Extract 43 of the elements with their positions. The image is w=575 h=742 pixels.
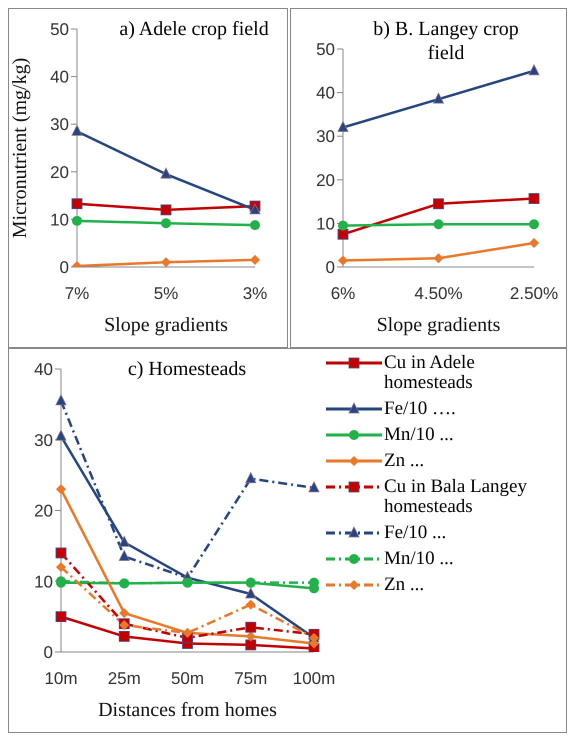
chart-title: b) B. Langey crop field — [372, 17, 520, 65]
x-tick-label: 3% — [242, 284, 268, 304]
legend-label: Fe/10 …. — [384, 398, 456, 419]
x-tick-label: 100m — [292, 669, 336, 688]
chart-title: c) Homesteads — [126, 357, 248, 381]
x-axis-title: Slope gradients — [104, 314, 228, 336]
y-tick-label: 10 — [34, 572, 53, 592]
y-tick-label: 10 — [316, 214, 335, 234]
y-tick-label: 10 — [50, 210, 69, 230]
x-tick-label: 50m — [170, 669, 204, 688]
x-tick-label: 4.50% — [414, 284, 463, 304]
y-axis-title: Micronutrient (mg/kg) — [9, 58, 32, 238]
legend-label: Zn ... — [384, 450, 424, 471]
y-tick-label: 0 — [44, 643, 53, 662]
x-tick-label: 7% — [64, 284, 90, 304]
x-tick-label: 5% — [154, 284, 178, 304]
legend-label: Cu in Adele homesteads — [384, 352, 476, 393]
x-tick-label: 10m — [44, 669, 78, 688]
y-tick-label: 0 — [60, 258, 69, 278]
legend-label: Cu in Bala Langey homesteads — [384, 476, 528, 517]
x-tick-label: 6% — [330, 284, 356, 304]
y-tick-label: 30 — [34, 430, 53, 450]
y-tick-label: 40 — [316, 84, 335, 103]
x-tick-label: 2.50% — [510, 284, 558, 304]
y-tick-label: 30 — [316, 127, 335, 146]
legend-label: Mn/10 ... — [384, 548, 454, 569]
y-tick-label: 50 — [50, 20, 69, 40]
x-tick-label: 25m — [108, 669, 141, 688]
legend-label: Zn ... — [384, 574, 424, 595]
y-tick-label: 30 — [50, 115, 69, 134]
legend-label: Mn/10 ... — [384, 424, 454, 445]
y-tick-label: 40 — [34, 360, 53, 380]
x-axis-title: Distances from homes — [98, 699, 278, 721]
y-tick-label: 20 — [34, 502, 53, 521]
y-tick-label: 50 — [316, 40, 335, 60]
y-tick-label: 20 — [316, 170, 335, 190]
x-axis-title: Slope gradients — [376, 314, 501, 336]
chart-title: a) Adele crop field — [118, 17, 270, 41]
y-tick-label: 20 — [50, 162, 69, 182]
y-tick-label: 40 — [50, 68, 69, 87]
legend-label: Fe/10 ... — [384, 522, 446, 543]
x-tick-label: 75m — [234, 669, 268, 688]
y-tick-label: 0 — [326, 258, 335, 278]
